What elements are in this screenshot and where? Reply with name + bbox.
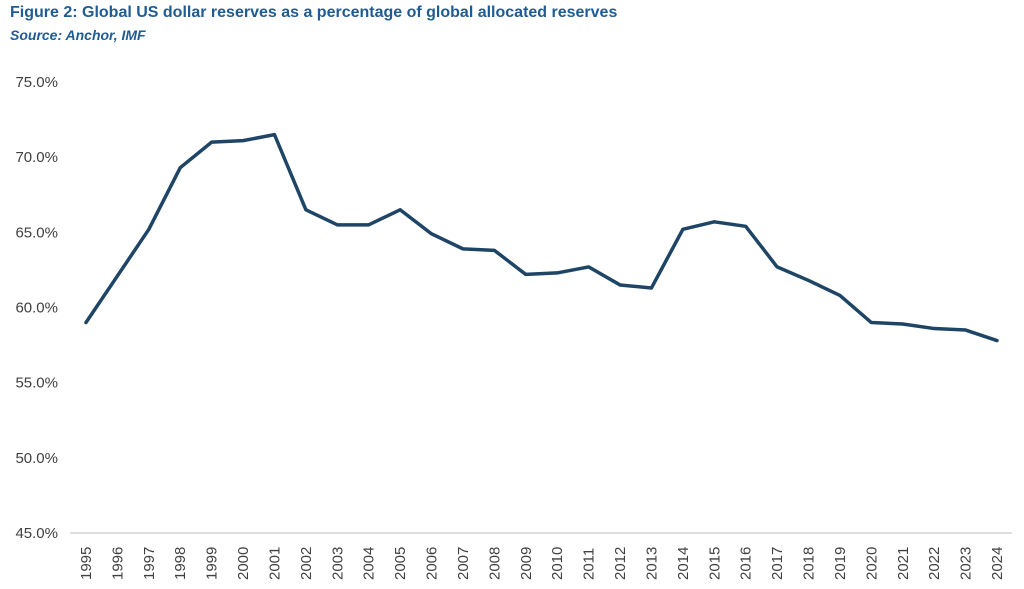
x-tick-label: 2011 bbox=[581, 548, 598, 580]
x-tick-label: 2012 bbox=[612, 547, 629, 580]
y-tick-label: 60.0% bbox=[15, 300, 58, 317]
x-axis-ticks: 1995 1996 1997 1998 1999 2000 2001 2002 2003 2004… bbox=[78, 547, 1006, 580]
data-point-2017 bbox=[775, 265, 779, 269]
x-tick-label: 2021 bbox=[895, 547, 912, 580]
x-tick-label: 2013 bbox=[643, 547, 660, 580]
x-tick-label: 2016 bbox=[738, 547, 755, 580]
y-axis-ticks: 45.0% 50.0% 55.0% 60.0% 65.0% 70.0% 75.0% bbox=[15, 74, 58, 542]
x-tick-label: 2003 bbox=[329, 547, 346, 580]
data-point-2003 bbox=[335, 223, 339, 227]
x-tick-label: 2019 bbox=[832, 547, 849, 580]
x-tick-label: 2010 bbox=[549, 547, 566, 580]
data-point-2024 bbox=[995, 339, 999, 343]
data-point-2007 bbox=[461, 247, 465, 251]
data-point-2000 bbox=[241, 139, 245, 143]
x-tick-label: 2004 bbox=[361, 547, 378, 580]
x-tick-label: 1998 bbox=[172, 547, 189, 580]
data-point-2001 bbox=[272, 133, 276, 137]
data-point-1995 bbox=[84, 321, 88, 325]
data-point-2020 bbox=[869, 321, 873, 325]
data-point-2018 bbox=[807, 278, 811, 282]
data-point-1998 bbox=[178, 166, 182, 170]
data-point-2002 bbox=[304, 208, 308, 212]
y-tick-label: 50.0% bbox=[15, 450, 58, 467]
data-point-2019 bbox=[838, 293, 842, 297]
x-tick-label: 2006 bbox=[424, 547, 441, 580]
x-tick-label: 2005 bbox=[392, 547, 409, 580]
data-point-1999 bbox=[210, 140, 214, 144]
x-tick-label: 1997 bbox=[141, 547, 158, 580]
x-tick-label: 2023 bbox=[958, 547, 975, 580]
data-point-2011 bbox=[587, 265, 591, 269]
x-tick-label: 2000 bbox=[235, 547, 252, 580]
chart-title: Figure 2: Global US dollar reserves as a… bbox=[10, 4, 618, 21]
x-tick-label: 1995 bbox=[78, 547, 95, 580]
data-point-2012 bbox=[618, 283, 622, 287]
chart-subtitle: Source: Anchor, IMF bbox=[10, 27, 146, 43]
y-tick-label: 70.0% bbox=[15, 149, 58, 166]
x-tick-label: 2015 bbox=[706, 547, 723, 580]
y-tick-label: 45.0% bbox=[15, 525, 58, 542]
y-tick-label: 65.0% bbox=[15, 224, 58, 241]
data-point-2014 bbox=[681, 227, 685, 231]
data-point-2010 bbox=[555, 271, 559, 275]
data-point-2006 bbox=[430, 232, 434, 236]
x-tick-label: 2009 bbox=[518, 547, 535, 580]
x-tick-label: 2001 bbox=[266, 547, 283, 580]
data-point-1996 bbox=[115, 274, 119, 278]
data-point-1997 bbox=[147, 227, 151, 231]
x-tick-label: 2024 bbox=[989, 547, 1006, 580]
data-point-2009 bbox=[524, 272, 528, 276]
data-point-2023 bbox=[964, 328, 968, 332]
data-point-2004 bbox=[367, 223, 371, 227]
x-tick-label: 1999 bbox=[204, 547, 221, 580]
x-tick-label: 2020 bbox=[863, 547, 880, 580]
data-point-2008 bbox=[492, 248, 496, 252]
x-tick-label: 2008 bbox=[486, 547, 503, 580]
x-tick-label: 1996 bbox=[109, 547, 126, 580]
data-point-2005 bbox=[398, 208, 402, 212]
y-tick-label: 75.0% bbox=[15, 74, 58, 91]
x-tick-label: 2018 bbox=[801, 547, 818, 580]
data-point-2015 bbox=[712, 220, 716, 224]
series-line bbox=[84, 132, 999, 343]
data-point-2021 bbox=[901, 322, 905, 326]
y-tick-label: 55.0% bbox=[15, 375, 58, 392]
x-tick-label: 2007 bbox=[455, 547, 472, 580]
data-point-2016 bbox=[744, 224, 748, 228]
x-tick-label: 2002 bbox=[298, 547, 315, 580]
data-points bbox=[84, 133, 999, 343]
x-tick-label: 2022 bbox=[926, 547, 943, 580]
data-point-2022 bbox=[932, 327, 936, 331]
x-tick-label: 2014 bbox=[675, 547, 692, 580]
x-tick-label: 2017 bbox=[769, 547, 786, 580]
data-point-2013 bbox=[649, 286, 653, 290]
